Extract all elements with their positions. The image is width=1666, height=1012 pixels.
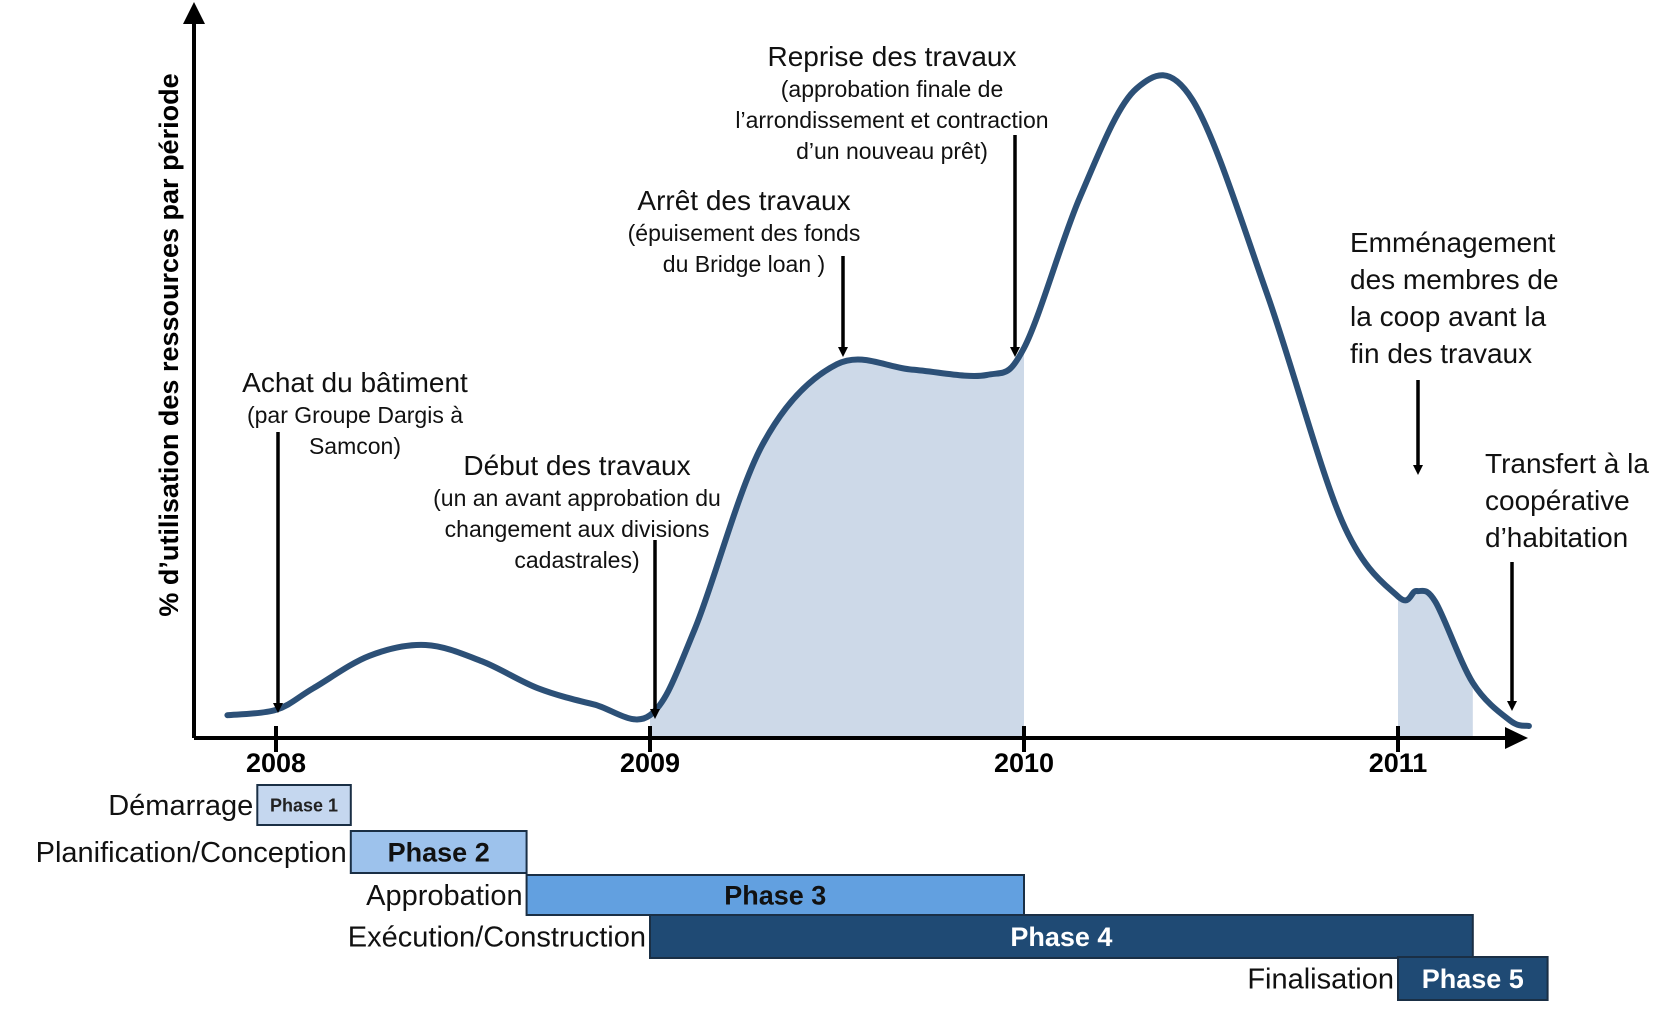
phase-name: Phase 5 [1422,964,1524,994]
x-tick-label: 2010 [994,748,1054,778]
annotation-line: la coop avant la [1350,301,1547,332]
annotation: Reprise des travaux (approbation finale d… [735,41,1049,357]
annotation-title: Achat du bâtiment [242,367,468,398]
annotation-line: (épuisement des fonds [628,220,861,246]
annotation: Arrêt des travaux (épuisement des fonds du… [628,185,861,357]
annotation-line: coopérative [1485,485,1630,516]
phase-bar: Phase 4 Exécution/Construction [348,914,1474,959]
phase-bar: Phase 3 Approbation [366,874,1026,916]
phase-label: Approbation [366,880,522,912]
annotation-line: d’habitation [1485,522,1628,553]
shaded-regions [650,348,1473,738]
x-axis-arrow-icon [1505,727,1528,749]
annotation-line: Emménagement [1350,227,1556,258]
phase-bar: Phase 5 Finalisation [1247,956,1549,1001]
x-ticks: 2008 2009 2010 2011 [246,726,1427,778]
phase-name: Phase 1 [270,795,338,815]
phase-bar: Phase 2 Planification/Conception [36,830,528,874]
y-axis-arrow-icon [183,2,205,24]
shaded-region [1398,590,1473,738]
annotation-line: changement aux divisions [445,516,710,542]
annotation: Transfert à la coopérative d’habitation [1485,448,1649,711]
phase-rect [1397,956,1549,1001]
annotation: Début des travaux (un an avant approbatio… [433,450,721,719]
phase-rect [256,784,352,826]
phase-name: Phase 4 [1010,922,1112,952]
phase-bar: Phase 1 Démarrage [108,784,352,826]
annotation-line: Transfert à la [1485,448,1649,479]
phase-name: Phase 3 [724,881,826,911]
annotation-line: des membres de [1350,264,1559,295]
phase-label: Démarrage [108,790,253,822]
phase-name: Phase 2 [388,838,490,868]
annotation-title: Arrêt des travaux [637,185,850,216]
annotation: Achat du bâtiment (par Groupe Dargis à Sam… [242,367,468,713]
annotation-title: Début des travaux [463,450,690,481]
annotation-title: Reprise des travaux [767,41,1016,72]
phase-bars: Phase 1 Démarrage Phase 2 Planification/Con… [36,784,1549,1001]
phase-label: Finalisation [1247,964,1394,996]
annotation-line: fin des travaux [1350,338,1532,369]
annotation-line: l’arrondissement et contraction [735,107,1048,133]
series-line [224,72,1532,729]
series-line-layer [224,72,1532,729]
phase-rect [649,914,1474,959]
annotation-line: Samcon) [309,433,401,459]
y-axis-label: % d’utilisation des ressources par pério… [154,73,184,616]
phase-label: Exécution/Construction [348,922,646,954]
annotation-line: d’un nouveau prêt) [796,138,988,164]
annotation-line: (approbation finale de [781,76,1004,102]
annotation-line: cadastrales) [514,547,639,573]
phase-rect [349,830,528,874]
x-tick-label: 2008 [246,748,306,778]
annotation-line: (par Groupe Dargis à [247,402,463,428]
shaded-region [650,348,1024,738]
phase-label: Planification/Conception [36,837,347,869]
x-tick-label: 2009 [620,748,680,778]
annotation: Emménagement des membres de la coop avant … [1350,227,1559,475]
annotations: Achat du bâtiment (par Groupe Dargis à Sam… [242,41,1649,719]
x-tick-label: 2011 [1369,748,1428,778]
axes: % d’utilisation des ressources par pério… [154,2,1528,749]
annotation-line: (un an avant approbation du [433,485,721,511]
annotation-line: du Bridge loan ) [663,251,825,277]
